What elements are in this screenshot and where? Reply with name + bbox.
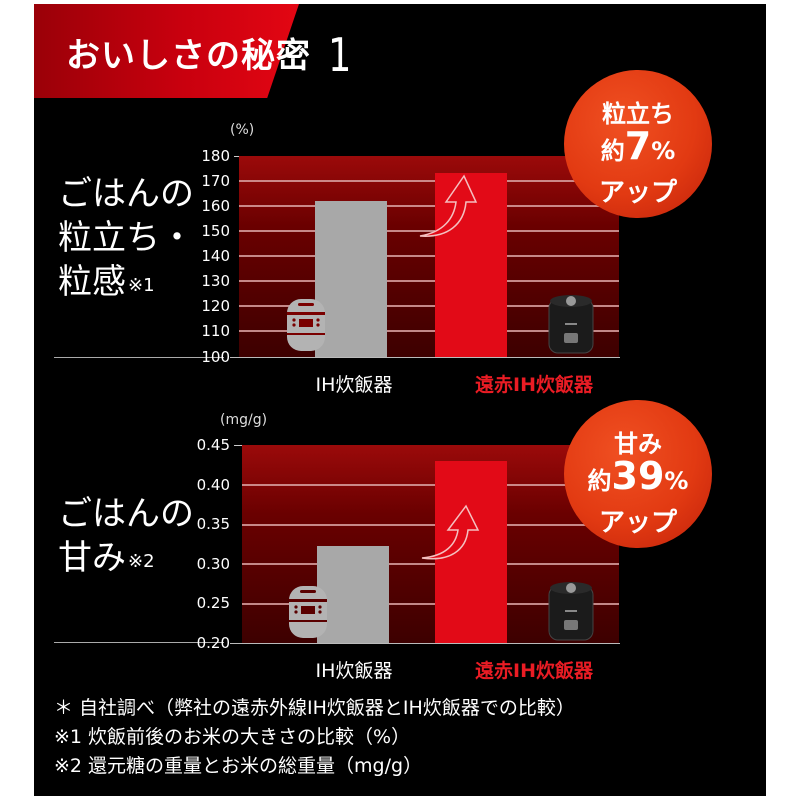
chart1-xlabel-far-ih: 遠赤IH炊飯器 [475,374,593,396]
far-infrared-rice-cooker-icon [548,582,594,641]
chart2-ytick: 0.20 [196,634,230,652]
chart2-unit: (mg/g) [220,412,268,428]
chart1-label-line: ごはんの [58,174,194,214]
chart1-side-label: ごはんの 粒立ち・ 粒感 ※1 [58,172,194,304]
increase-arrow-icon [421,504,480,560]
chart1-ytick: 140 [201,247,230,265]
gridline [239,180,619,182]
chart2-xlabel-far-ih: 遠赤IH炊飯器 [475,660,593,682]
gridline [239,205,619,207]
chart2-side-label: ごはんの 甘み ※2 [58,492,194,580]
chart2-ytick: 0.25 [196,594,230,612]
badge-number: 39 [611,454,665,498]
chart2-label-line: 甘み [58,538,126,578]
chart2-ytick: 0.45 [196,436,230,454]
title-number: 1 [328,28,353,82]
infographic-panel: おいしさの秘密 1 ごはんの 粒立ち・ 粒感 ※1 (%) 180 170 160 … [34,4,766,796]
chart2-label-line: ごはんの [58,494,194,534]
chart2-tickmark [234,445,242,446]
footnote-1: ※1 炊飯前後のお米の大きさの比較（%） [54,726,411,748]
chart1-side-rule [54,357,224,358]
badge-percent: % [664,467,689,495]
page-title: おいしさの秘密 1 [66,24,355,82]
ih-rice-cooker-icon [287,299,325,351]
chart1-label-line: 粒立ち・ [58,218,194,258]
chart1-unit: (%) [230,122,255,138]
footnote-2: ※2 還元糖の重量とお米の総重量（mg/g） [54,755,423,777]
chart1-ytick: 120 [201,297,230,315]
gridline [239,280,619,282]
title-text: おいしさの秘密 [66,36,311,76]
gridline [242,603,619,605]
chart1-ytick: 170 [201,172,230,190]
gridline [242,524,619,526]
bar-ih-rice-cooker [317,546,389,643]
chart1-ytick: 110 [201,322,230,340]
chart2-ytick: 0.40 [196,476,230,494]
gridline [239,255,619,257]
chart1-ytick: 150 [201,222,230,240]
bar-far-infrared-ih-rice-cooker [435,173,507,357]
chart1-label-line: 粒感 [58,262,126,302]
gridline [242,484,619,486]
chart2-ytick: 0.35 [196,515,230,533]
chart2-baseline [230,643,620,644]
badge-prefix: 約 [600,137,625,165]
chart1-xlabel-ih: IH炊飯器 [315,374,393,396]
chart1-ytick: 160 [201,197,230,215]
chart1-ytick: 130 [201,272,230,290]
chart1-tickmark [234,156,242,157]
chart1-footnote-ref: ※1 [128,275,155,296]
chart2-footnote-ref: ※2 [128,551,155,572]
gridline [239,230,619,232]
header-banner [34,4,299,98]
badge-prefix: 約 [587,467,612,495]
chart1-increase-badge: 粒立ち 約7% アップ [564,70,712,218]
footnotes: ＊ 自社調べ（弊社の遠赤外線IH炊飯器とIH炊飯器での比較） ※1 炊飯前後のお… [54,694,575,781]
far-infrared-rice-cooker-icon [548,295,594,354]
bar-ih-rice-cooker [315,201,387,357]
chart2-increase-badge: 甘み 約39% アップ [564,400,712,548]
badge-up-text: アップ [598,178,677,208]
chart1-ytick: 180 [201,147,230,165]
badge-label: 粒立ち [602,100,674,128]
chart2-xlabel-ih: IH炊飯器 [315,660,393,682]
footnote-survey: ＊ 自社調べ（弊社の遠赤外線IH炊飯器とIH炊飯器での比較） [54,697,575,719]
badge-label: 甘み [614,430,662,458]
chart1-ytick: 100 [201,348,230,366]
badge-value: 約7% [564,124,712,168]
badge-percent: % [651,137,676,165]
gridline [239,305,619,307]
gridline [239,330,619,332]
chart2-ytick: 0.30 [196,555,230,573]
chart1-baseline [230,357,620,358]
gridline [242,563,619,565]
badge-number: 7 [624,124,652,168]
badge-value: 約39% [564,454,712,498]
chart2-side-rule [54,642,224,643]
increase-arrow-icon [419,174,478,237]
badge-up-text: アップ [598,508,677,538]
ih-rice-cooker-icon [289,586,327,638]
